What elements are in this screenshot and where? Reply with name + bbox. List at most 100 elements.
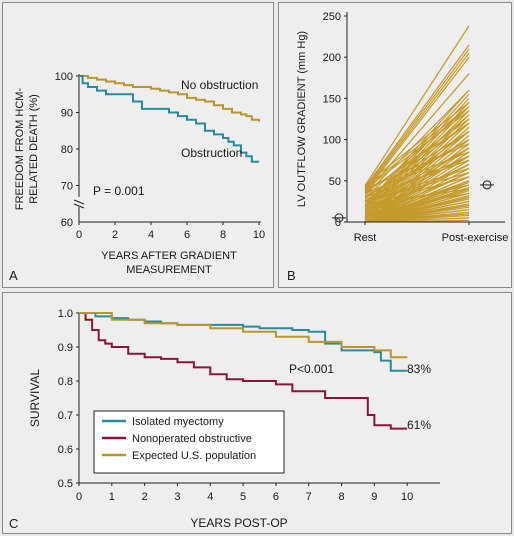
patient-line <box>364 56 470 193</box>
patient-line <box>364 204 470 223</box>
x-tick-label: 2 <box>112 229 118 241</box>
patient-line <box>364 171 470 203</box>
panel-letter: B <box>287 268 296 283</box>
patient-line <box>364 209 470 223</box>
legend-label: Isolated myectomy <box>132 416 224 428</box>
series-line-expected-u-s-population <box>79 312 408 359</box>
y-tick-label: 150 <box>323 93 341 105</box>
x-tick-label: 5 <box>240 491 246 503</box>
series-label-obstruction: Obstruction <box>181 146 242 160</box>
patient-line <box>364 110 470 190</box>
legend-label: Expected U.S. population <box>132 450 256 462</box>
y-tick-label: 50 <box>329 176 341 188</box>
x-tick-label: 8 <box>338 491 344 503</box>
x-tick-label: 7 <box>306 491 312 503</box>
patient-line <box>364 200 470 223</box>
x-tick-label: 0 <box>76 491 82 503</box>
patient-line <box>364 48 470 190</box>
x-tick-label: 0 <box>76 229 82 241</box>
y-axis-label-line: RELATED DEATH (%) <box>28 94 40 204</box>
y-axis-label: FREEDOM FROM HCM- RELATED DEATH (%) <box>14 88 40 211</box>
panel-letter: A <box>9 268 18 283</box>
panel-letter: C <box>9 516 18 531</box>
series-line-isolated-myectomy <box>79 312 408 372</box>
patient-line <box>364 52 470 192</box>
x-axis-label-line: MEASUREMENT <box>126 264 212 276</box>
patient-line <box>364 130 470 198</box>
end-label-nonoperated: 61% <box>407 418 431 432</box>
panel-c: 0.5 0.6 0.7 0.8 0.9 1.0 0 1 2 3 4 5 6 7 8 9 10 SURVIVAL YE… <box>2 292 512 534</box>
x-tick-label: Post-exercise <box>442 232 509 244</box>
y-tick-label: 0.6 <box>58 444 73 456</box>
patient-line <box>364 155 470 211</box>
y-axis-label-line: FREEDOM FROM HCM- <box>14 88 26 211</box>
y-axis-label: LV OUTFLOW GRADIENT (mm Hg) <box>296 31 308 207</box>
x-tick-label: 8 <box>220 229 226 241</box>
y-tick-label: 100 <box>55 71 73 83</box>
chart-a: 60 70 80 90 100 0 2 4 6 8 10 FREEDOM FROM HCM- RELAT… <box>9 71 265 283</box>
chart-c: 0.5 0.6 0.7 0.8 0.9 1.0 0 1 2 3 4 5 6 7 8 9 10 SURVIVAL YE… <box>9 308 440 531</box>
series-line-nonoperated-obstructive <box>79 312 408 430</box>
y-axis-label: SURVIVAL <box>28 369 42 428</box>
patient-line <box>364 163 470 215</box>
x-tick-label: 4 <box>207 491 213 503</box>
patient-line <box>364 118 470 194</box>
patient-line <box>364 25 470 187</box>
series-line-no-obstruction <box>79 75 260 122</box>
legend-label: Nonoperated obstructive <box>132 433 252 445</box>
y-tick-label: 70 <box>61 181 73 193</box>
patient-line <box>364 110 470 215</box>
patient-line <box>364 139 470 202</box>
y-tick-label: 1.0 <box>58 308 73 320</box>
patient-line <box>364 172 470 219</box>
y-tick-label: 0.8 <box>58 376 73 388</box>
x-tick-label: Rest <box>354 232 377 244</box>
y-tick-label: 0.7 <box>58 410 73 422</box>
panel-a: 60 70 80 90 100 0 2 4 6 8 10 FREEDOM FROM HCM- RELAT… <box>2 2 274 288</box>
patient-line <box>364 147 470 207</box>
y-tick-label: 0.5 <box>58 478 73 490</box>
patient-line <box>364 44 470 188</box>
axis-break-mark <box>73 199 85 205</box>
x-axis-label: YEARS POST-OP <box>190 516 287 530</box>
patient-line <box>364 139 470 223</box>
end-label-myectomy: 83% <box>407 362 431 376</box>
chart-b: 0 50 100 150 200 250 Rest Post-exercise LV OUTFL… <box>287 11 509 283</box>
x-tick-label: 6 <box>184 229 190 241</box>
series-label-no-obstruction: No obstruction <box>181 78 258 92</box>
x-tick-label: 6 <box>273 491 279 503</box>
x-axis-label-line: YEARS AFTER GRADIENT <box>101 250 237 262</box>
patient-line <box>364 176 470 223</box>
x-tick-label: 10 <box>401 491 413 503</box>
series-line-obstruction <box>79 75 259 163</box>
x-tick-label: 2 <box>142 491 148 503</box>
patient-line <box>364 192 470 223</box>
patient-line <box>364 102 470 186</box>
patient-line <box>364 188 470 223</box>
patient-line <box>364 180 470 223</box>
x-tick-label: 1 <box>109 491 115 503</box>
y-tick-label: 0.9 <box>58 342 73 354</box>
y-tick-label: 90 <box>61 108 73 120</box>
y-tick-label: 0 <box>335 217 341 229</box>
panel-b: 0 50 100 150 200 250 Rest Post-exercise LV OUTFL… <box>278 2 512 288</box>
x-tick-label: 3 <box>174 491 180 503</box>
patient-line <box>364 196 470 223</box>
patient-line <box>364 106 470 198</box>
p-value-annotation: P<0.001 <box>289 362 334 376</box>
p-value-annotation: P = 0.001 <box>93 184 145 198</box>
patient-line <box>364 106 470 188</box>
patient-line <box>364 130 470 208</box>
y-tick-label: 200 <box>323 52 341 64</box>
patient-line <box>364 147 470 213</box>
x-tick-label: 9 <box>371 491 377 503</box>
x-tick-label: 4 <box>148 229 154 241</box>
patient-line <box>364 184 470 223</box>
patient-line <box>364 89 470 197</box>
y-tick-label: 60 <box>61 217 73 229</box>
axis-break-mark <box>73 203 85 209</box>
y-tick-label: 250 <box>323 11 341 23</box>
y-tick-label: 80 <box>61 144 73 156</box>
patient-line <box>364 130 470 220</box>
x-tick-label: 10 <box>253 229 265 241</box>
